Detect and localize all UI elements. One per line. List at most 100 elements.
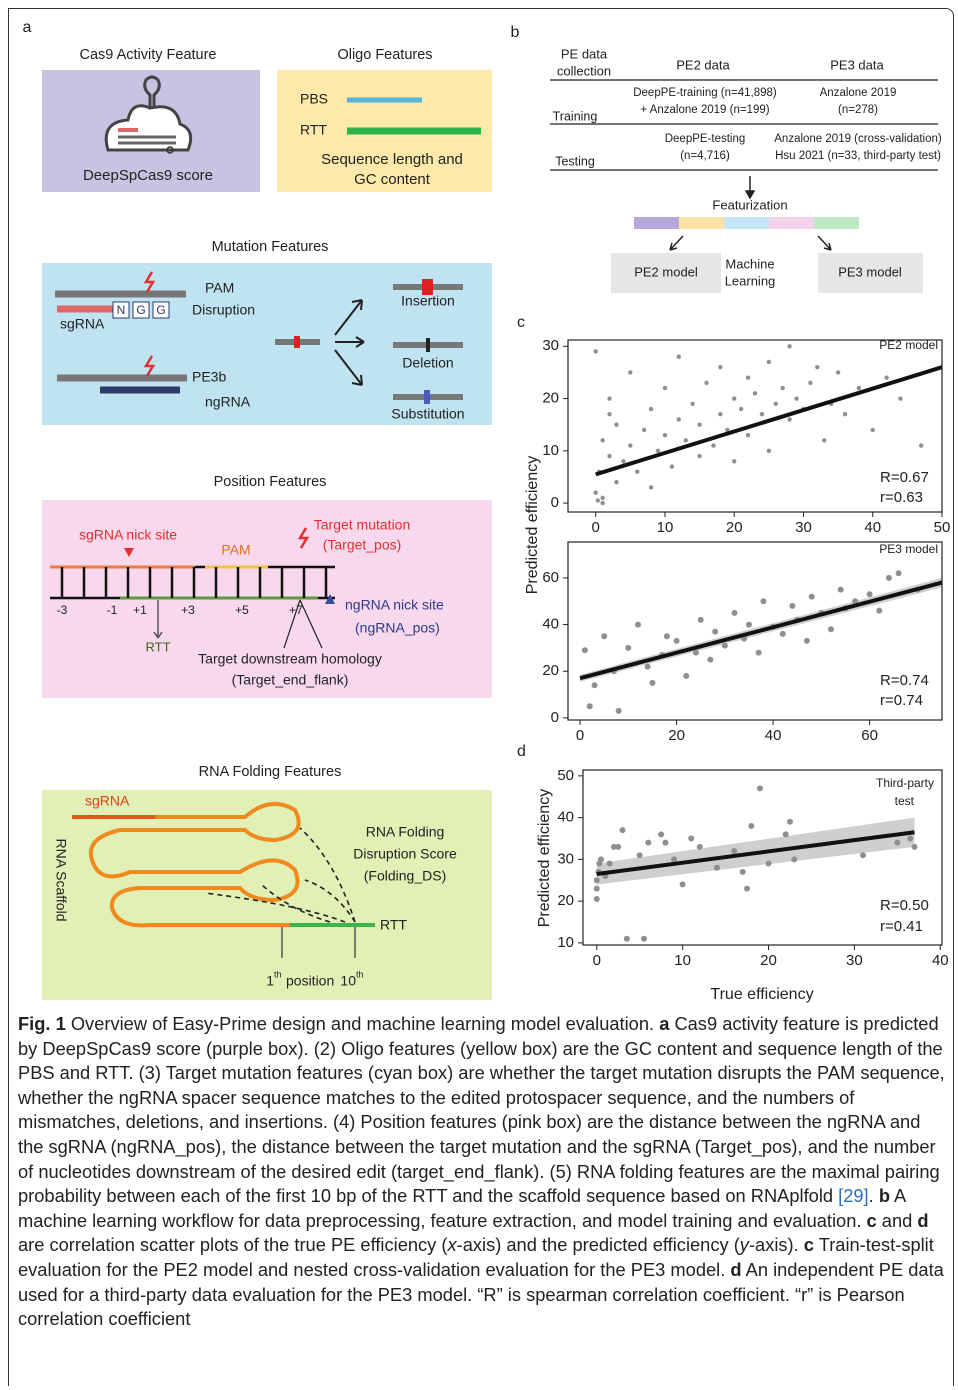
annotation: R=0.67 <box>880 469 929 486</box>
annotation: Third-party <box>876 776 934 790</box>
point <box>598 856 605 863</box>
cas9-icon <box>104 75 193 154</box>
caption-text: c <box>803 1234 814 1256</box>
point <box>837 586 844 593</box>
point <box>606 860 613 867</box>
point <box>745 375 751 380</box>
point <box>704 380 709 386</box>
point <box>745 432 751 438</box>
label: Target mutation <box>314 517 411 533</box>
point <box>876 607 883 614</box>
panel-label: d <box>517 743 526 760</box>
point <box>690 401 695 406</box>
point <box>634 621 641 628</box>
label: DeepPE-testing <box>665 133 746 145</box>
label: RTT <box>145 639 170 654</box>
y-axis-label: Predicted efficiency <box>536 789 553 927</box>
label: PAM <box>221 542 250 558</box>
x-tick-label: 40 <box>864 519 881 536</box>
label: (Folding_DS) <box>364 868 446 884</box>
label: RTT <box>380 917 407 933</box>
x-tick-label: 10 <box>674 952 691 969</box>
label: (Target_pos) <box>323 537 402 553</box>
point <box>600 495 605 501</box>
label: Featurization <box>712 197 787 212</box>
point <box>636 852 643 859</box>
plot-frame <box>567 541 943 721</box>
point <box>725 427 730 433</box>
point <box>911 843 918 850</box>
panel-label: c <box>517 314 525 331</box>
point <box>885 574 892 581</box>
point <box>794 396 799 401</box>
point <box>595 498 600 503</box>
plot-frame <box>567 339 943 513</box>
point <box>731 609 738 616</box>
point <box>786 818 793 825</box>
point <box>760 598 767 605</box>
label: Testing <box>555 154 595 168</box>
point <box>671 856 678 863</box>
label: GC content <box>354 171 431 188</box>
point <box>628 443 633 448</box>
caption-text: Fig. 1 <box>18 1013 66 1034</box>
point <box>711 443 716 448</box>
point <box>615 707 622 714</box>
point <box>828 626 835 633</box>
annotation: R=0.50 <box>880 897 929 914</box>
label: (ngRNA_pos) <box>355 620 440 636</box>
panel-label: a <box>23 19 32 36</box>
point <box>614 422 619 427</box>
point <box>773 401 778 406</box>
point <box>635 469 640 474</box>
point <box>808 593 815 600</box>
point <box>619 827 626 834</box>
label: PE3 model <box>838 264 902 279</box>
label: sgRNA <box>60 316 105 332</box>
box-title: Cas9 Activity Feature <box>80 47 217 63</box>
point <box>739 868 746 875</box>
x-tick-label: 30 <box>846 952 863 969</box>
plot-area <box>593 344 942 506</box>
point <box>866 591 873 598</box>
point <box>697 422 702 427</box>
point <box>787 344 792 349</box>
confidence-band <box>596 817 915 885</box>
x-tick-label: 20 <box>726 519 743 536</box>
point <box>782 831 789 838</box>
point <box>815 364 820 370</box>
label: (n=4,716) <box>680 150 730 162</box>
label: Hsu 2021 (n=33, third-party test) <box>775 150 941 162</box>
point <box>712 628 719 635</box>
folding-diagram <box>72 801 375 958</box>
point <box>591 682 598 689</box>
point <box>628 370 633 375</box>
point <box>718 364 723 370</box>
point <box>738 406 744 412</box>
point <box>593 349 598 354</box>
point <box>766 359 772 365</box>
caption-text: are correlation scatter plots of the tru… <box>18 1234 448 1256</box>
point <box>780 385 785 391</box>
point <box>707 656 714 663</box>
caption-text: y <box>739 1234 749 1256</box>
label: Learning <box>725 273 776 288</box>
caption-text: -axis). <box>748 1234 804 1256</box>
caption-text: . <box>868 1185 879 1207</box>
point <box>894 839 901 846</box>
label: DeepSpCas9 score <box>83 167 213 184</box>
folding-box <box>42 790 492 1000</box>
label: Anzalone 2019 (cross-validation) <box>774 133 942 145</box>
charts: 0 10 20 30 40 50 0 10 20 30 PE2 model R=0.67 r=0.63 c… <box>517 314 950 1003</box>
box-title: Position Features <box>214 474 327 490</box>
y-tick-label: 30 <box>557 850 574 867</box>
y-tick-label: 10 <box>557 934 574 951</box>
point <box>593 885 600 892</box>
x-tick-label: 20 <box>668 727 685 744</box>
caption-text: An independent PE data used for a third-… <box>18 1258 944 1330</box>
point <box>835 370 841 375</box>
point <box>683 438 688 443</box>
point <box>766 448 772 454</box>
point <box>748 822 755 829</box>
point <box>593 490 598 495</box>
